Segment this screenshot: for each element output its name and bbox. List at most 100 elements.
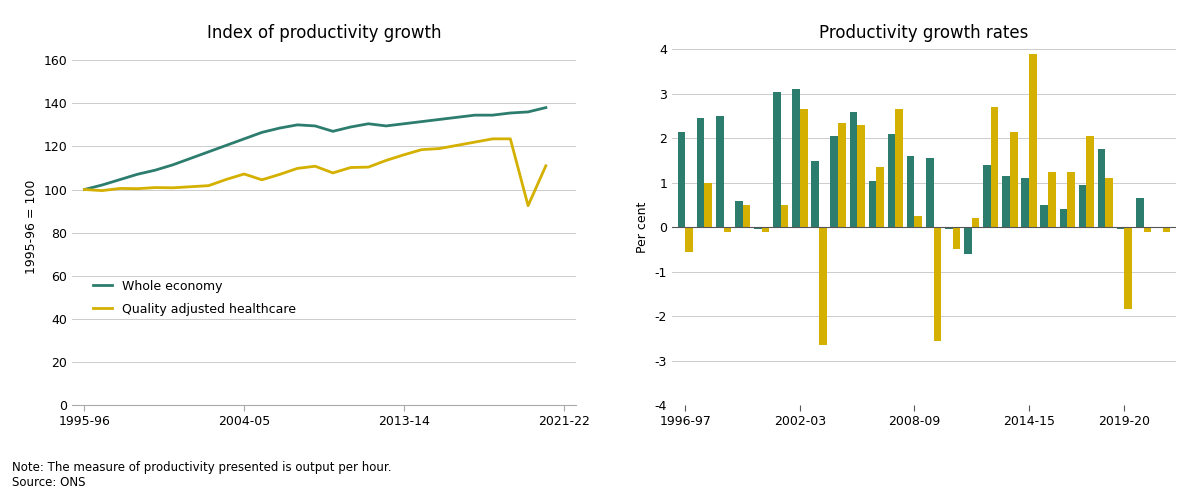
- Y-axis label: Per cent: Per cent: [636, 202, 649, 253]
- Bar: [983, 165, 991, 227]
- Whole economy: [254, 129, 269, 135]
- Quality adjusted healthcare: [539, 163, 553, 169]
- Whole economy: [202, 149, 216, 155]
- Quality adjusted healthcare: [325, 170, 340, 176]
- Whole economy: [521, 109, 535, 115]
- Quality adjusted healthcare: [272, 171, 287, 177]
- Whole economy: [166, 162, 180, 167]
- Bar: [697, 119, 704, 227]
- Whole economy: [220, 142, 234, 148]
- Whole economy: [290, 122, 305, 128]
- Bar: [1010, 132, 1018, 227]
- Whole economy: [236, 136, 251, 142]
- Quality adjusted healthcare: [521, 203, 535, 208]
- Quality adjusted healthcare: [290, 165, 305, 171]
- Quality adjusted healthcare: [450, 142, 464, 148]
- Line: Whole economy: Whole economy: [84, 108, 546, 190]
- Bar: [762, 227, 769, 232]
- Y-axis label: 1995-96 = 100: 1995-96 = 100: [25, 180, 37, 275]
- Whole economy: [397, 121, 412, 127]
- Quality adjusted healthcare: [131, 186, 145, 192]
- Whole economy: [361, 121, 376, 127]
- Bar: [792, 89, 800, 227]
- Bar: [754, 227, 762, 230]
- Bar: [1040, 205, 1048, 227]
- Whole economy: [149, 167, 163, 173]
- Bar: [716, 116, 724, 227]
- Bar: [876, 167, 884, 227]
- Quality adjusted healthcare: [184, 184, 198, 190]
- Quality adjusted healthcare: [361, 164, 376, 170]
- Bar: [724, 227, 731, 232]
- Whole economy: [485, 112, 499, 118]
- Bar: [781, 205, 788, 227]
- Bar: [888, 134, 895, 227]
- Quality adjusted healthcare: [220, 176, 234, 182]
- Bar: [1030, 54, 1037, 227]
- Whole economy: [414, 119, 428, 124]
- Bar: [1021, 178, 1030, 227]
- Whole economy: [450, 114, 464, 120]
- Bar: [1086, 136, 1094, 227]
- Bar: [857, 125, 865, 227]
- Title: Productivity growth rates: Productivity growth rates: [820, 24, 1028, 42]
- Whole economy: [503, 110, 517, 116]
- Legend: Whole economy, Quality adjusted healthcare: Whole economy, Quality adjusted healthca…: [89, 275, 301, 321]
- Bar: [972, 218, 979, 227]
- Whole economy: [272, 125, 287, 131]
- Bar: [1067, 172, 1075, 227]
- Bar: [1105, 178, 1114, 227]
- Bar: [743, 205, 750, 227]
- Bar: [1144, 227, 1151, 232]
- Quality adjusted healthcare: [113, 185, 127, 191]
- Line: Quality adjusted healthcare: Quality adjusted healthcare: [84, 139, 546, 206]
- Whole economy: [539, 105, 553, 111]
- Quality adjusted healthcare: [95, 188, 109, 194]
- Bar: [838, 123, 846, 227]
- Quality adjusted healthcare: [77, 187, 91, 193]
- Bar: [685, 227, 694, 252]
- Whole economy: [468, 112, 482, 118]
- Quality adjusted healthcare: [308, 164, 323, 169]
- Whole economy: [325, 128, 340, 134]
- Bar: [1079, 185, 1086, 227]
- Bar: [869, 181, 876, 227]
- Quality adjusted healthcare: [485, 136, 499, 142]
- Bar: [811, 161, 820, 227]
- Bar: [704, 183, 712, 227]
- Bar: [1136, 199, 1144, 227]
- Quality adjusted healthcare: [414, 147, 428, 153]
- Whole economy: [131, 171, 145, 177]
- Bar: [1124, 227, 1132, 309]
- Quality adjusted healthcare: [149, 185, 163, 191]
- Bar: [1060, 209, 1067, 227]
- Whole economy: [308, 123, 323, 129]
- Whole economy: [379, 123, 394, 129]
- Bar: [1098, 150, 1105, 227]
- Bar: [907, 156, 914, 227]
- Quality adjusted healthcare: [254, 177, 269, 183]
- Bar: [1163, 227, 1170, 232]
- Quality adjusted healthcare: [343, 165, 358, 170]
- Bar: [953, 227, 960, 249]
- Quality adjusted healthcare: [166, 185, 180, 191]
- Bar: [736, 201, 743, 227]
- Bar: [926, 159, 934, 227]
- Bar: [895, 110, 904, 227]
- Whole economy: [77, 187, 91, 193]
- Quality adjusted healthcare: [397, 152, 412, 158]
- Whole economy: [113, 177, 127, 183]
- Bar: [678, 132, 685, 227]
- Quality adjusted healthcare: [379, 158, 394, 164]
- Bar: [914, 216, 922, 227]
- Quality adjusted healthcare: [468, 139, 482, 145]
- Bar: [1048, 172, 1056, 227]
- Bar: [1002, 176, 1010, 227]
- Quality adjusted healthcare: [202, 183, 216, 189]
- Bar: [934, 227, 941, 341]
- Bar: [964, 227, 972, 254]
- Bar: [850, 112, 857, 227]
- Quality adjusted healthcare: [432, 146, 446, 152]
- Bar: [946, 227, 953, 230]
- Bar: [800, 110, 808, 227]
